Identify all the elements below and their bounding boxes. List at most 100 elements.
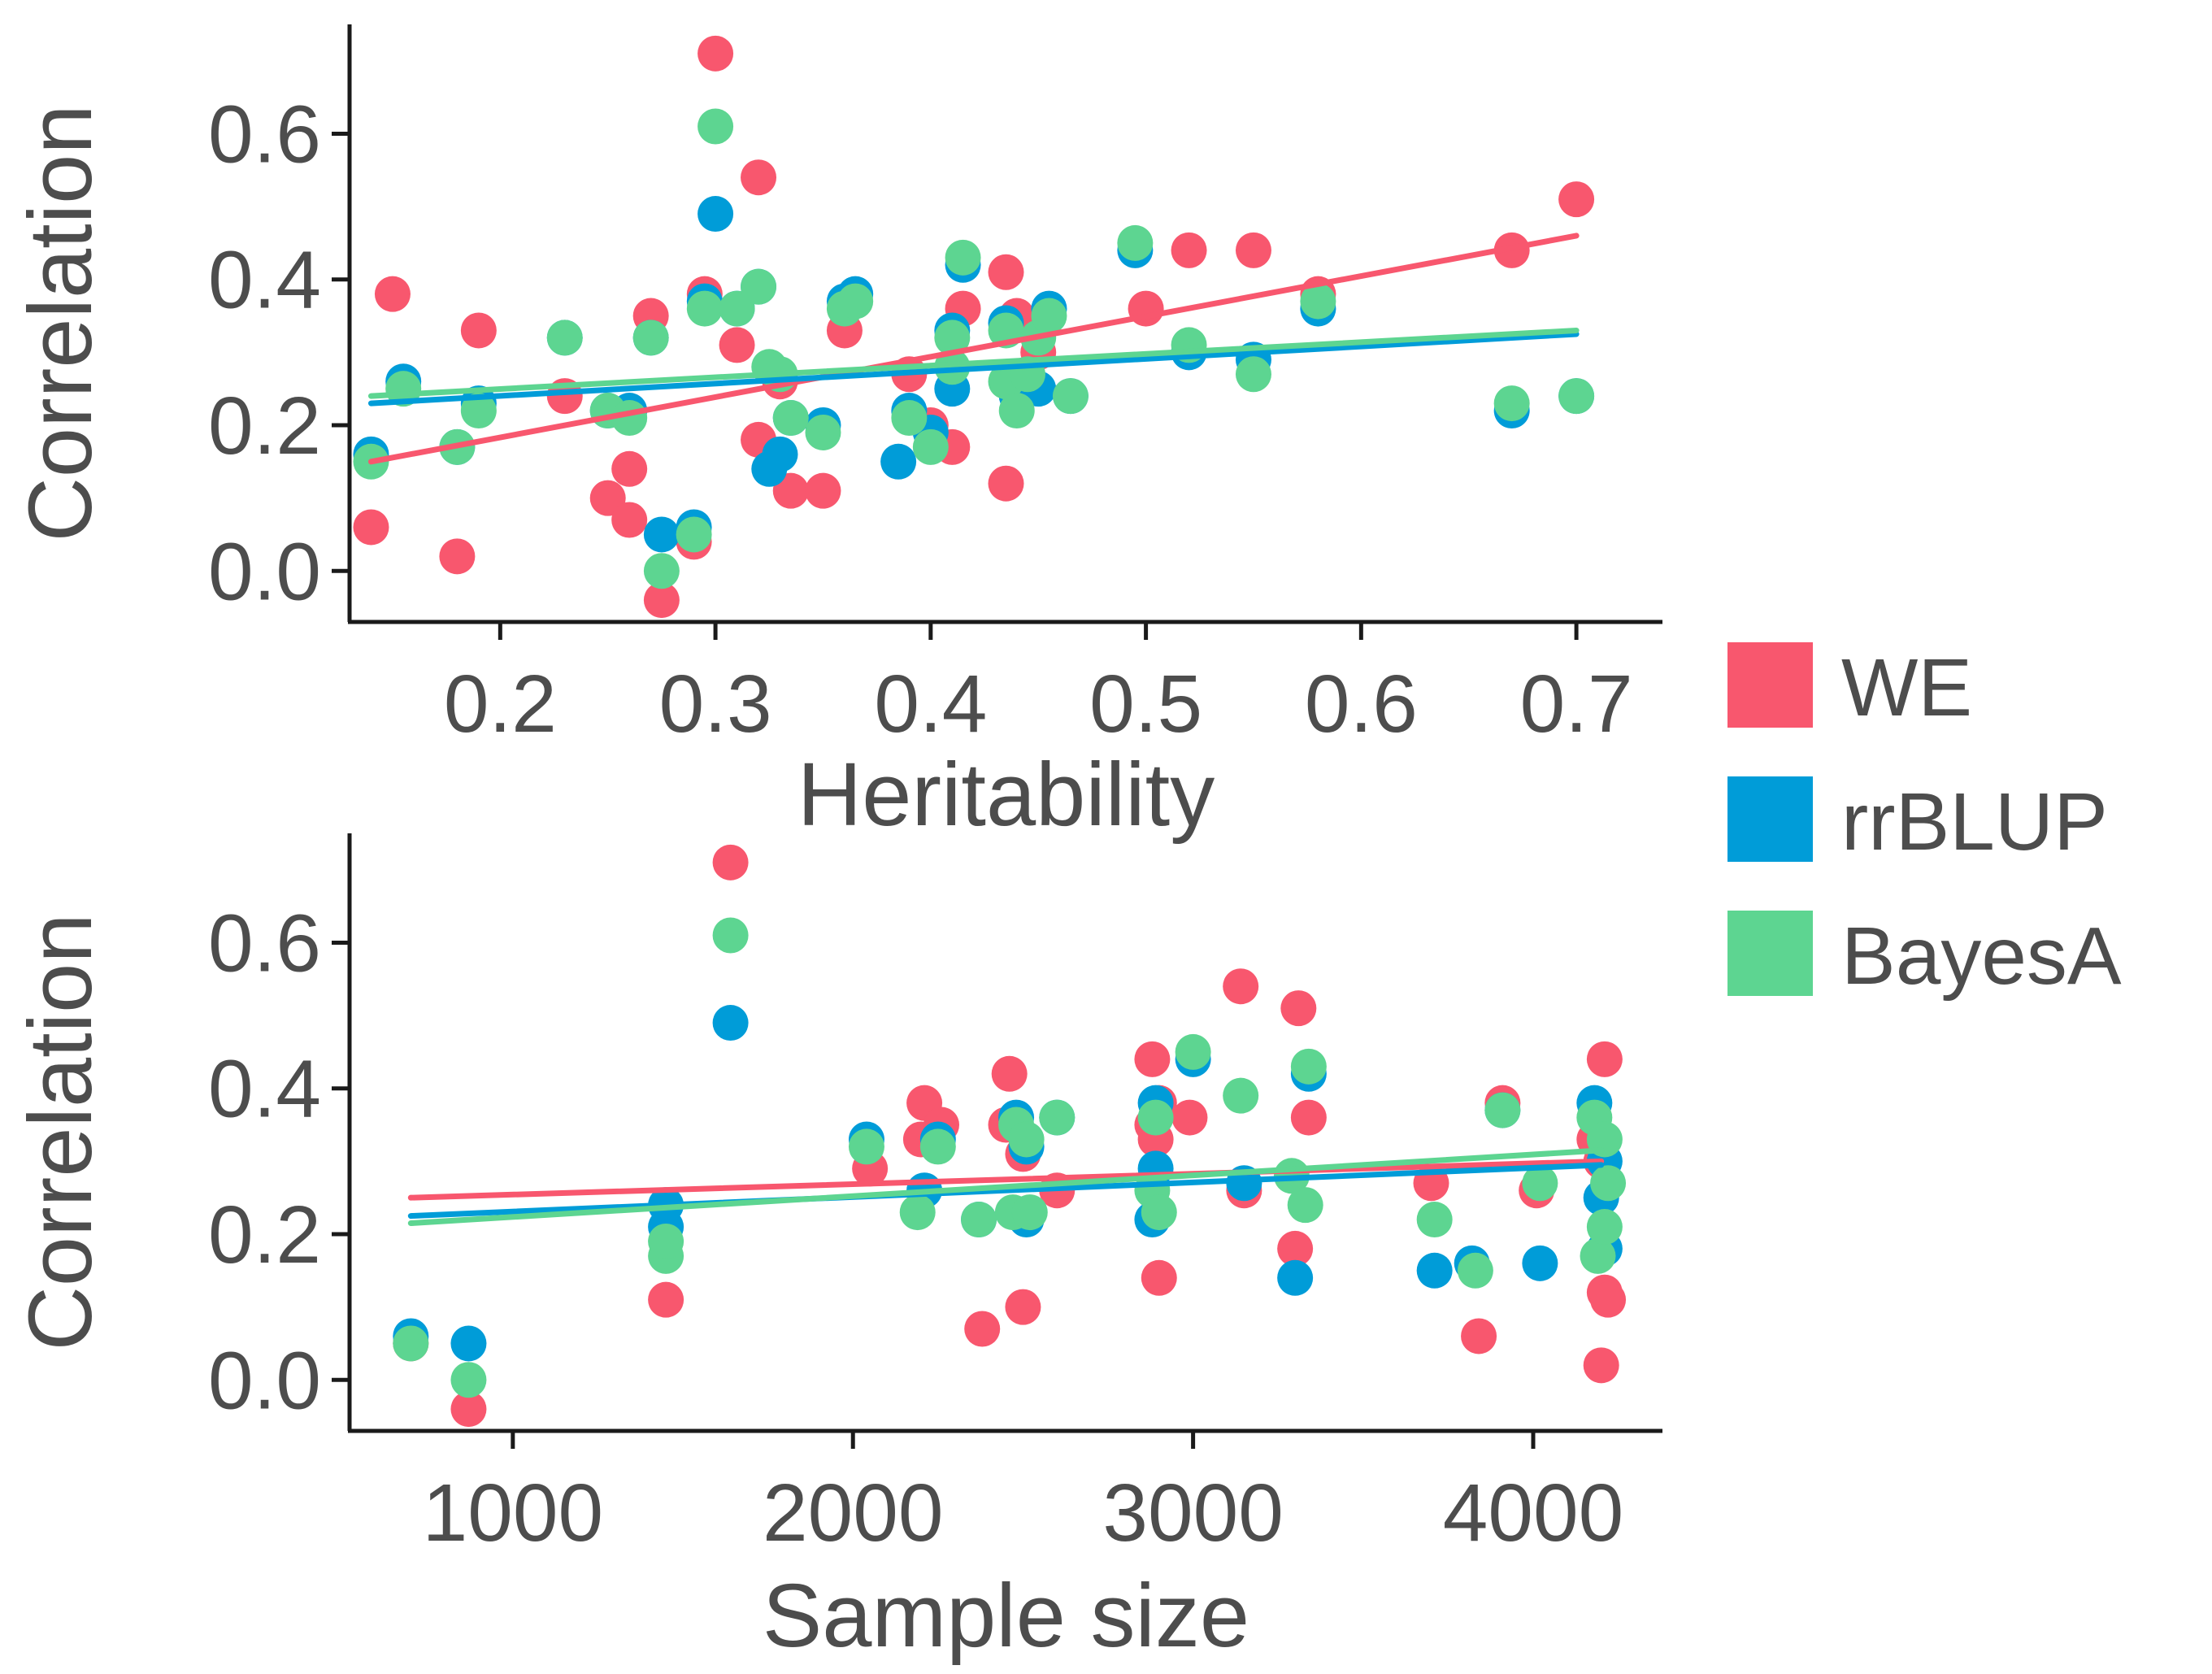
x-tick-label: 0.4 bbox=[874, 659, 987, 750]
data-point-BayesA bbox=[1175, 1033, 1211, 1070]
data-point-BayesA bbox=[393, 1325, 429, 1362]
data-point-BayesA bbox=[1137, 1099, 1174, 1136]
data-point-WE bbox=[697, 35, 734, 72]
data-point-BayesA bbox=[719, 290, 755, 327]
data-point-WE bbox=[988, 254, 1024, 290]
data-point-BayesA bbox=[1235, 356, 1271, 393]
trend-line-BayesA bbox=[407, 1147, 1605, 1227]
data-point-BayesA bbox=[1290, 1048, 1327, 1085]
x-tick-label: 0.2 bbox=[444, 659, 557, 750]
data-point-WE bbox=[1134, 1041, 1171, 1077]
data-point-BayesA bbox=[546, 320, 583, 356]
legend-label-WE: WE bbox=[1841, 642, 1972, 733]
data-point-BayesA bbox=[1580, 1237, 1616, 1274]
data-point-BayesA bbox=[919, 1128, 956, 1165]
x-tick-label: 0.6 bbox=[1305, 659, 1418, 750]
x-tick-label: 0.7 bbox=[1520, 659, 1633, 750]
data-point-WE bbox=[1223, 968, 1259, 1005]
trend-line-BayesA bbox=[367, 327, 1580, 399]
data-point-WE bbox=[1235, 232, 1271, 268]
legend-swatch-WE bbox=[1727, 642, 1813, 728]
data-point-BayesA bbox=[697, 108, 734, 145]
data-point-WE bbox=[648, 1281, 684, 1318]
data-point-BayesA bbox=[643, 553, 680, 589]
trend-line-WE bbox=[367, 233, 1580, 465]
data-point-rrBLUP bbox=[697, 196, 734, 233]
data-point-BayesA bbox=[1484, 1092, 1521, 1128]
data-point-BayesA bbox=[648, 1223, 684, 1259]
data-point-WE bbox=[611, 450, 648, 487]
data-point-WE bbox=[460, 312, 497, 349]
data-point-rrBLUP bbox=[643, 516, 680, 553]
y-tick-label: 0.0 bbox=[208, 526, 321, 617]
data-point-BayesA bbox=[772, 400, 809, 437]
x-axis-title: Heritability bbox=[797, 745, 1215, 845]
data-point-rrBLUP bbox=[1416, 1252, 1453, 1289]
data-point-WE bbox=[1558, 181, 1595, 218]
data-point-rrBLUP bbox=[712, 1005, 749, 1041]
data-point-BayesA bbox=[632, 320, 669, 356]
y-axis-title: Correlation bbox=[11, 913, 111, 1350]
data-point-WE bbox=[589, 480, 626, 516]
data-point-WE bbox=[1171, 1099, 1208, 1136]
data-point-WE bbox=[1005, 1289, 1041, 1325]
trend-line-WE bbox=[407, 1158, 1605, 1201]
data-point-BayesA bbox=[945, 239, 981, 276]
data-point-BayesA bbox=[1300, 283, 1336, 320]
data-point-BayesA bbox=[1117, 224, 1154, 261]
data-point-WE bbox=[1280, 990, 1317, 1027]
heritability-panel: 0.0 0.2 0.4 0.6 0.2 0.3 0.4 0.5 0.6 0.7 Heritabili… bbox=[11, 24, 1662, 845]
data-point-BayesA bbox=[1586, 1209, 1623, 1246]
data-point-rrBLUP bbox=[762, 436, 798, 472]
data-point-WE bbox=[1586, 1041, 1623, 1077]
data-point-rrBLUP bbox=[1277, 1259, 1314, 1296]
data-point-BayesA bbox=[1031, 298, 1067, 334]
data-point-WE bbox=[1277, 1230, 1314, 1267]
data-point-WE bbox=[1590, 1281, 1627, 1318]
data-point-WE bbox=[374, 276, 411, 312]
data-point-BayesA bbox=[676, 516, 712, 553]
data-point-BayesA bbox=[1493, 385, 1530, 422]
y-tick-label: 0.2 bbox=[208, 1189, 321, 1281]
x-tick-label: 1000 bbox=[423, 1467, 603, 1559]
data-point-BayesA bbox=[686, 290, 723, 327]
data-point-BayesA bbox=[912, 428, 949, 465]
data-point-WE bbox=[1583, 1347, 1619, 1384]
data-point-WE bbox=[719, 327, 755, 363]
x-tick-label: 4000 bbox=[1443, 1467, 1623, 1559]
trend-line-rrBLUP bbox=[407, 1162, 1605, 1220]
data-point-BayesA bbox=[961, 1202, 997, 1238]
data-point-BayesA bbox=[450, 1362, 487, 1398]
data-point-BayesA bbox=[934, 320, 971, 356]
sample-size-panel: 0.0 0.2 0.4 0.6 1000 2000 3000 4000 Sample size C… bbox=[11, 833, 1662, 1666]
data-point-BayesA bbox=[385, 371, 422, 407]
data-point-BayesA bbox=[1590, 1165, 1627, 1202]
legend-label-BayesA: BayesA bbox=[1841, 911, 2122, 1002]
data-point-BayesA bbox=[899, 1194, 936, 1231]
legend-label-rrBLUP: rrBLUP bbox=[1841, 776, 2108, 867]
data-point-BayesA bbox=[1558, 378, 1595, 415]
data-point-WE bbox=[988, 465, 1024, 502]
data-point-BayesA bbox=[1008, 1121, 1045, 1158]
data-point-WE bbox=[643, 582, 680, 619]
data-point-BayesA bbox=[712, 917, 749, 954]
series-WE-points bbox=[353, 35, 1595, 619]
data-point-WE bbox=[772, 472, 809, 509]
data-point-WE bbox=[450, 1391, 487, 1428]
data-point-WE bbox=[353, 509, 389, 546]
data-point-BayesA bbox=[1223, 1077, 1259, 1114]
data-point-BayesA bbox=[1052, 378, 1089, 415]
data-point-BayesA bbox=[741, 268, 777, 305]
data-point-WE bbox=[611, 502, 648, 538]
data-point-WE bbox=[991, 1055, 1028, 1092]
y-tick-label: 0.0 bbox=[208, 1335, 321, 1426]
data-point-WE bbox=[805, 472, 841, 509]
y-tick-label: 0.6 bbox=[208, 898, 321, 989]
y-axis-title: Correlation bbox=[11, 104, 111, 541]
data-point-BayesA bbox=[460, 393, 497, 429]
series-BayesA-points bbox=[393, 917, 1627, 1398]
data-point-WE bbox=[1171, 232, 1207, 268]
x-axis-title: Sample size bbox=[763, 1566, 1249, 1666]
data-point-BayesA bbox=[1141, 1194, 1177, 1231]
